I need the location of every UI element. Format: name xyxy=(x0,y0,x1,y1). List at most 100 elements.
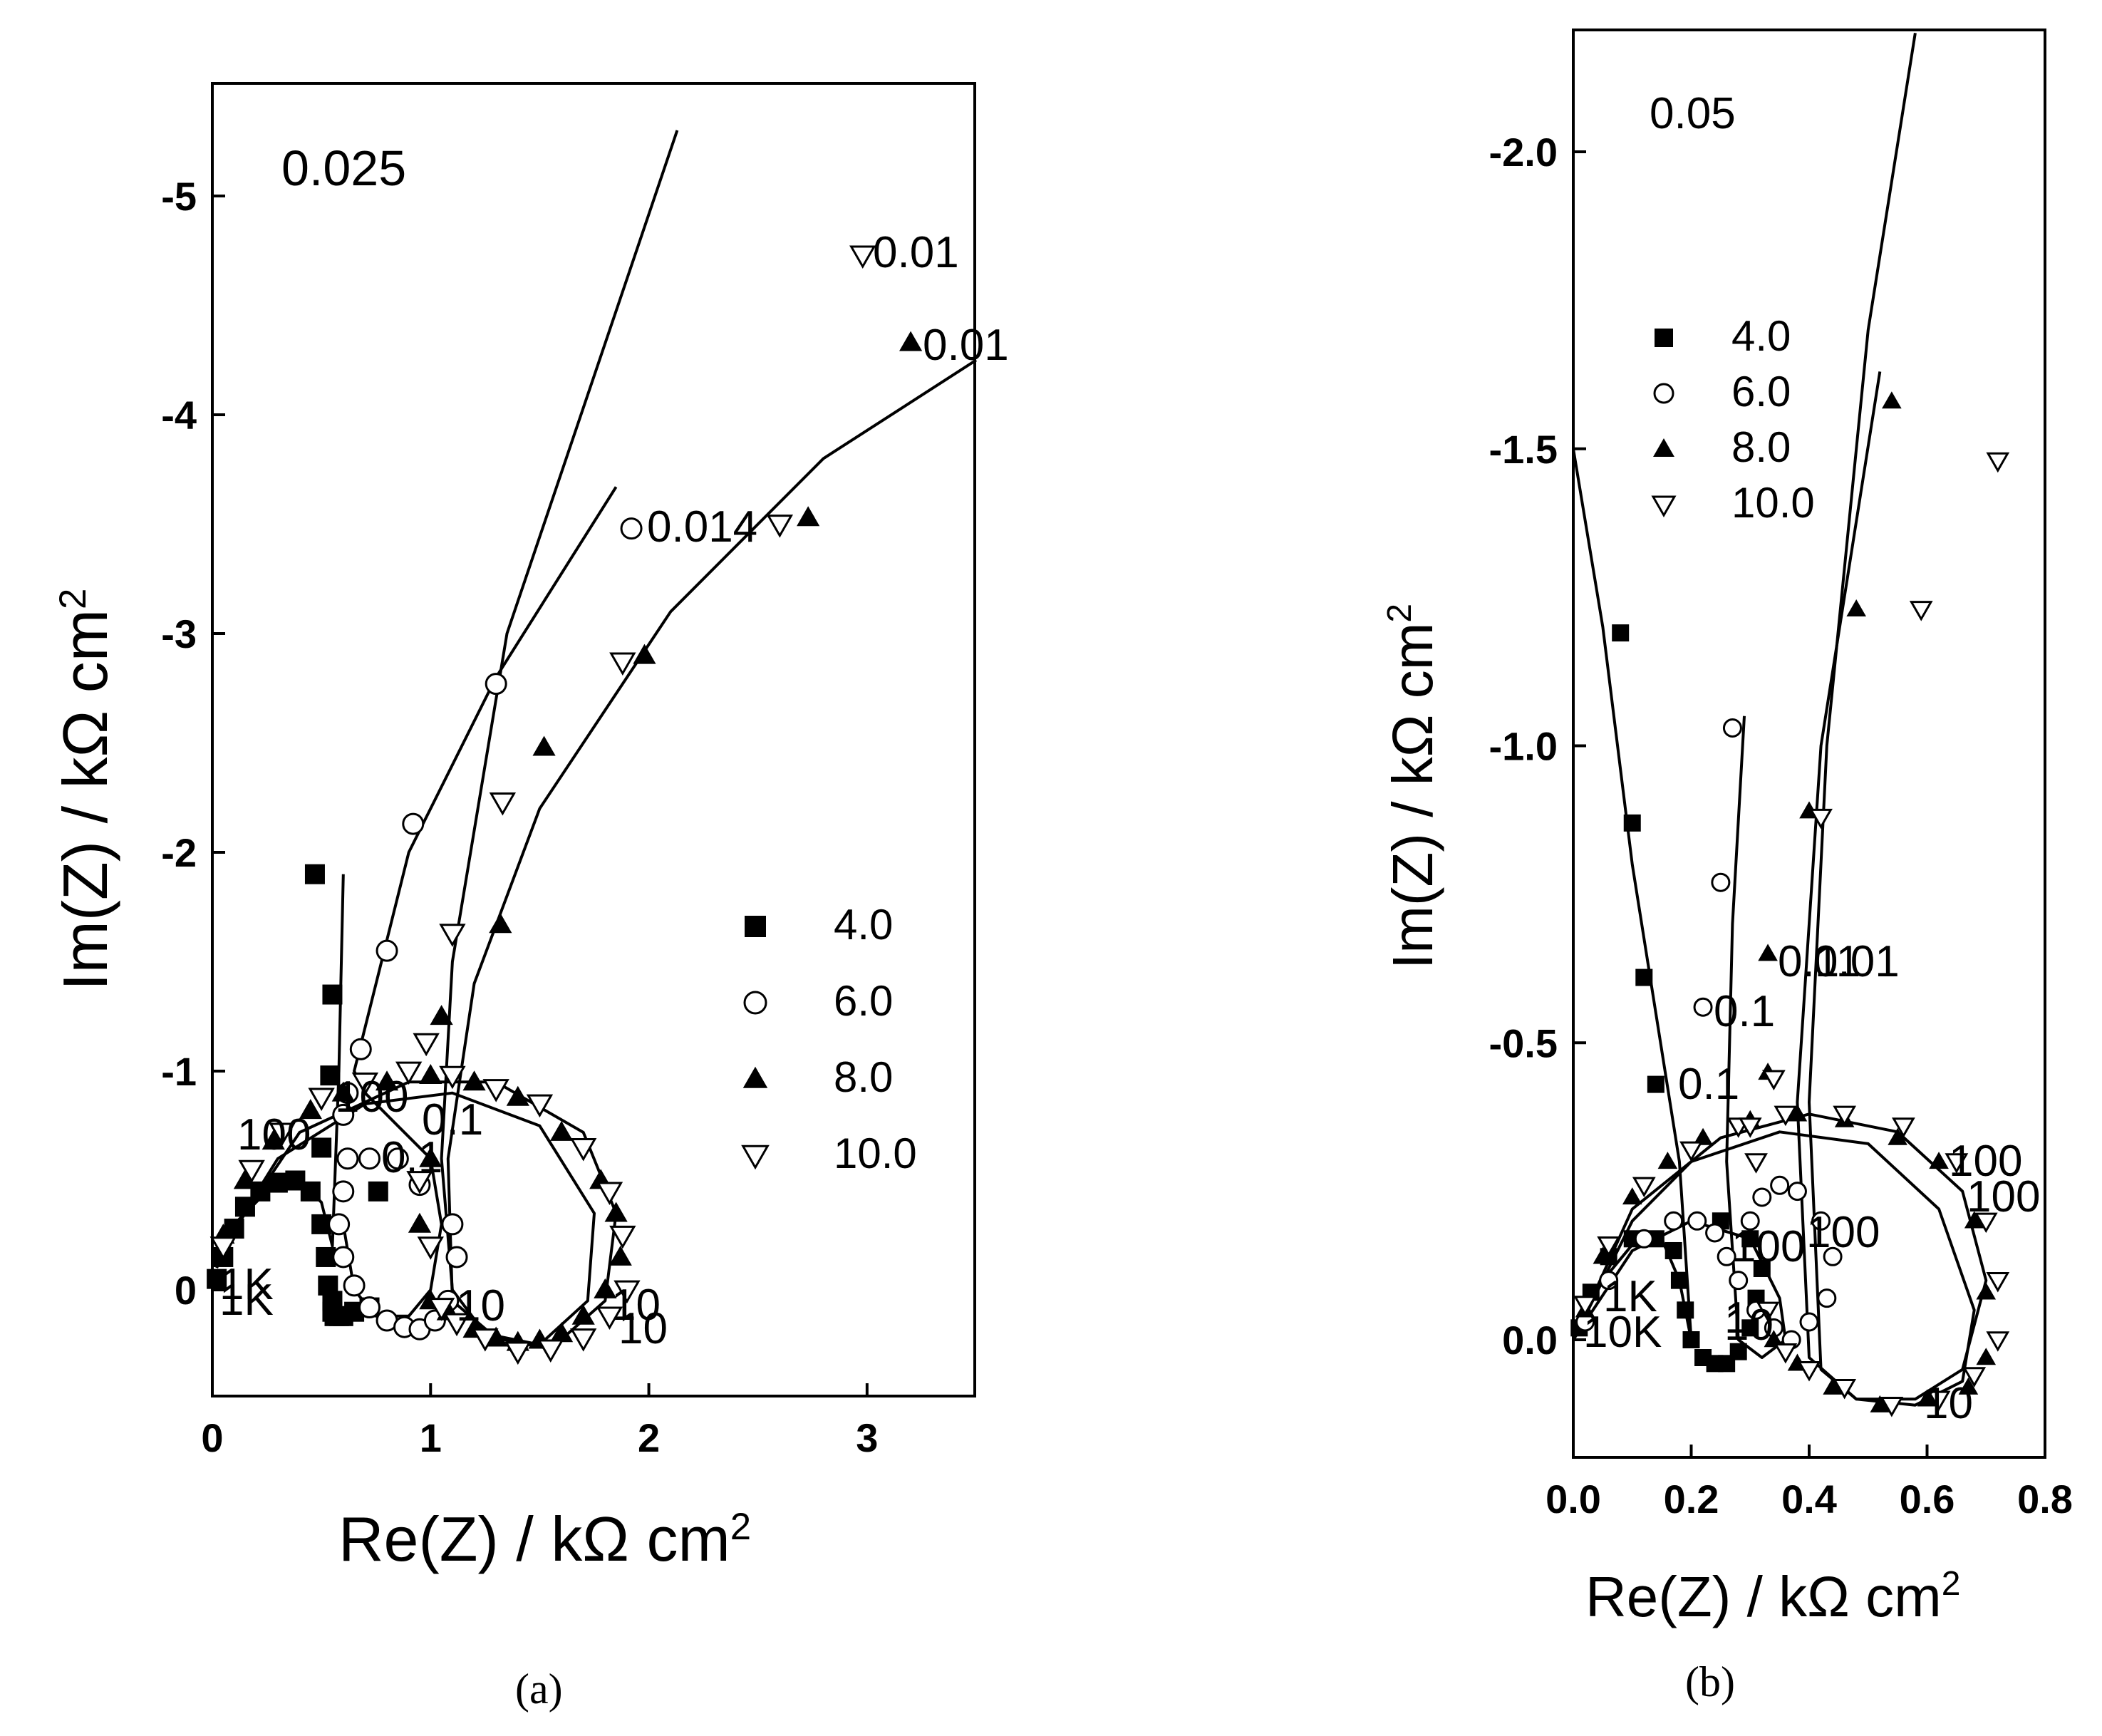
panel-a-y-axis-label: Im(Z) / kΩ cm2 xyxy=(50,589,120,991)
data-point-series-2 xyxy=(1657,1152,1678,1169)
y-tick-label: -1.0 xyxy=(1489,724,1558,769)
frequency-annotation: 0.1 xyxy=(1714,987,1775,1036)
x-tick-label: 0.6 xyxy=(1900,1477,1955,1521)
panel-b-x-axis-label: Re(Z) / kΩ cm2 xyxy=(1585,1565,1960,1628)
data-point-series-2 xyxy=(1622,1187,1642,1205)
frequency-annotation: 1 xyxy=(1724,1293,1749,1343)
legend-label: 6.0 xyxy=(834,977,893,1025)
x-tick-label: 1 xyxy=(420,1415,442,1460)
legend-marker xyxy=(741,1145,770,1170)
data-point-series-3 xyxy=(209,1236,237,1260)
frequency-annotation: 10 xyxy=(1924,1379,1973,1428)
data-point-series-3 xyxy=(849,245,876,269)
data-point-series-3 xyxy=(308,1087,335,1111)
data-point-series-2 xyxy=(1888,1127,1907,1145)
x-tick-label: 2 xyxy=(638,1415,660,1460)
data-point-series-1 xyxy=(445,1246,468,1269)
data-point-series-2 xyxy=(899,331,923,351)
data-point-series-1 xyxy=(336,1147,359,1170)
y-tick-label: -5 xyxy=(161,174,197,219)
x-tick-label: 0.8 xyxy=(2017,1477,2073,1521)
data-point-series-3 xyxy=(351,1072,379,1096)
data-point-series-1 xyxy=(402,812,425,835)
frequency-annotation: 0.1 xyxy=(1678,1060,1739,1109)
data-point-series-1 xyxy=(332,1246,355,1269)
data-point-series-3 xyxy=(569,1328,597,1352)
panel-a: 0 1 2 3 0 -1 -2 -3 -4 -5 0.025 Re(Z) / kΩ cm2 Im(… xyxy=(50,82,1009,1712)
data-point-series-0 xyxy=(1677,1301,1694,1319)
data-point-series-1 xyxy=(332,1103,355,1126)
data-point-series-3 xyxy=(1986,1331,2010,1352)
data-point-series-3 xyxy=(613,1280,641,1304)
panel-a-data-points xyxy=(207,245,923,1365)
data-point-series-3 xyxy=(238,1159,265,1184)
legend-marker xyxy=(743,991,767,1015)
data-point-series-3 xyxy=(1632,1177,1656,1198)
data-point-series-3 xyxy=(1809,808,1833,830)
data-point-series-1 xyxy=(1770,1175,1790,1195)
data-point-series-2 xyxy=(1870,1395,1890,1412)
data-point-series-3 xyxy=(537,1339,564,1363)
panel-a-ticks: 0 1 2 3 0 -1 -2 -3 -4 -5 xyxy=(161,174,878,1460)
data-point-series-1 xyxy=(1634,1229,1654,1249)
data-point-series-3 xyxy=(439,924,466,947)
data-point-series-1 xyxy=(1687,1211,1707,1231)
data-point-series-1 xyxy=(1799,1312,1819,1332)
data-point-series-3 xyxy=(526,1094,554,1118)
data-point-series-3 xyxy=(1774,1343,1798,1364)
data-point-series-0 xyxy=(207,1269,227,1289)
data-point-series-3 xyxy=(443,1313,470,1337)
data-point-series-0 xyxy=(1647,1075,1664,1093)
data-point-series-3 xyxy=(489,792,517,816)
data-point-series-2 xyxy=(299,1099,322,1120)
data-point-series-3 xyxy=(1927,1390,1951,1412)
data-point-series-1 xyxy=(358,1296,381,1319)
data-point-series-1 xyxy=(1693,997,1713,1017)
data-point-series-3 xyxy=(1744,1153,1768,1174)
frequency-annotation: 100 xyxy=(1731,1222,1805,1271)
y-tick-label: -4 xyxy=(161,393,197,438)
legend-label: 4.0 xyxy=(834,901,893,949)
frequency-annotation: 0.01 xyxy=(873,228,959,277)
frequency-annotation: 1K xyxy=(219,1276,274,1325)
frequency-annotation: 10K xyxy=(1583,1308,1662,1357)
data-point-series-2 xyxy=(1917,1389,1937,1407)
frequency-annotation: 100 xyxy=(335,1073,408,1122)
legend-label: 6.0 xyxy=(1731,368,1791,415)
frequency-annotation: 10 xyxy=(611,1281,661,1330)
data-point-series-2 xyxy=(1976,1348,1997,1365)
data-point-series-1 xyxy=(485,673,507,696)
data-point-series-3 xyxy=(1986,1271,2010,1293)
data-point-series-3 xyxy=(439,1065,466,1090)
data-point-series-2 xyxy=(419,1064,442,1085)
data-point-series-3 xyxy=(1573,1296,1597,1316)
legend-marker xyxy=(742,1066,768,1088)
data-point-series-0 xyxy=(1741,1230,1759,1248)
panel-a-plot-frame xyxy=(211,82,976,1397)
frequency-annotation: 0.01 xyxy=(1813,937,1900,986)
y-tick-label: 0 xyxy=(175,1268,197,1313)
data-point-series-1 xyxy=(1817,1288,1837,1308)
legend-label: 4.0 xyxy=(1731,312,1791,360)
frequency-annotation: 0.11 xyxy=(1778,937,1860,986)
x-tick-label: 0 xyxy=(201,1415,223,1460)
data-point-series-2 xyxy=(408,1212,432,1233)
data-point-series-0 xyxy=(322,984,343,1005)
data-point-series-3 xyxy=(1679,1141,1703,1162)
x-tick-label: 0.4 xyxy=(1781,1477,1837,1521)
y-tick-label: -3 xyxy=(161,611,197,656)
legend-marker xyxy=(1655,329,1673,347)
data-point-series-1 xyxy=(328,1213,351,1236)
data-point-series-1 xyxy=(620,517,643,540)
frequency-annotation: 0.01 xyxy=(923,321,1009,370)
data-point-series-2 xyxy=(1929,1152,1949,1169)
data-point-series-3 xyxy=(1892,1117,1915,1138)
data-point-series-0 xyxy=(1612,624,1630,642)
data-point-series-3 xyxy=(596,1306,623,1330)
legend-label: 10.0 xyxy=(834,1130,917,1177)
data-point-series-3 xyxy=(428,1298,455,1321)
data-point-series-0 xyxy=(267,1172,288,1193)
data-point-series-2 xyxy=(419,1147,442,1167)
